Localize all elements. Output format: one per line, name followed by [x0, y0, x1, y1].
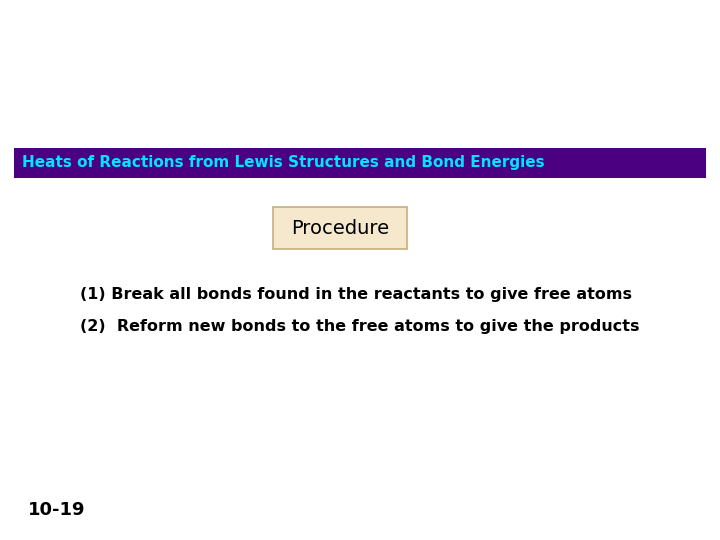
Text: Heats of Reactions from Lewis Structures and Bond Energies: Heats of Reactions from Lewis Structures…: [22, 156, 544, 171]
FancyBboxPatch shape: [273, 207, 407, 249]
Bar: [14, 148, 706, 178]
Text: (2)  Reform new bonds to the free atoms to give the products: (2) Reform new bonds to the free atoms t…: [80, 319, 639, 334]
Text: 10-19: 10-19: [28, 501, 86, 519]
Text: Procedure: Procedure: [291, 219, 389, 238]
Text: (1) Break all bonds found in the reactants to give free atoms: (1) Break all bonds found in the reactan…: [80, 287, 632, 301]
